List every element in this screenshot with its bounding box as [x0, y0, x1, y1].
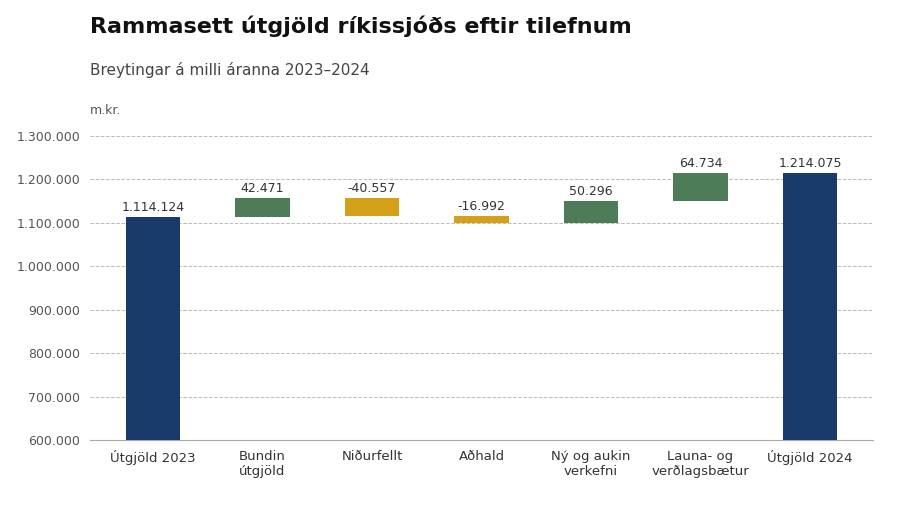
Bar — [783, 173, 837, 518]
Bar — [345, 198, 400, 216]
Text: 1.114.124: 1.114.124 — [122, 200, 184, 213]
Text: 50.296: 50.296 — [569, 185, 613, 198]
Text: 1.214.075: 1.214.075 — [778, 157, 842, 170]
Bar — [454, 216, 508, 223]
Bar — [235, 198, 290, 217]
Text: Breytingar á milli áranna 2023–2024: Breytingar á milli áranna 2023–2024 — [90, 62, 370, 78]
Text: m.kr.: m.kr. — [90, 104, 122, 117]
Bar — [563, 202, 618, 223]
Text: Rammasett útgjöld ríkissjóðs eftir tilefnum: Rammasett útgjöld ríkissjóðs eftir tilef… — [90, 16, 632, 37]
Bar — [126, 217, 180, 518]
Text: -16.992: -16.992 — [457, 200, 506, 213]
Bar — [673, 173, 728, 202]
Text: 42.471: 42.471 — [240, 182, 284, 195]
Text: 64.734: 64.734 — [679, 157, 723, 170]
Text: -40.557: -40.557 — [347, 182, 396, 195]
